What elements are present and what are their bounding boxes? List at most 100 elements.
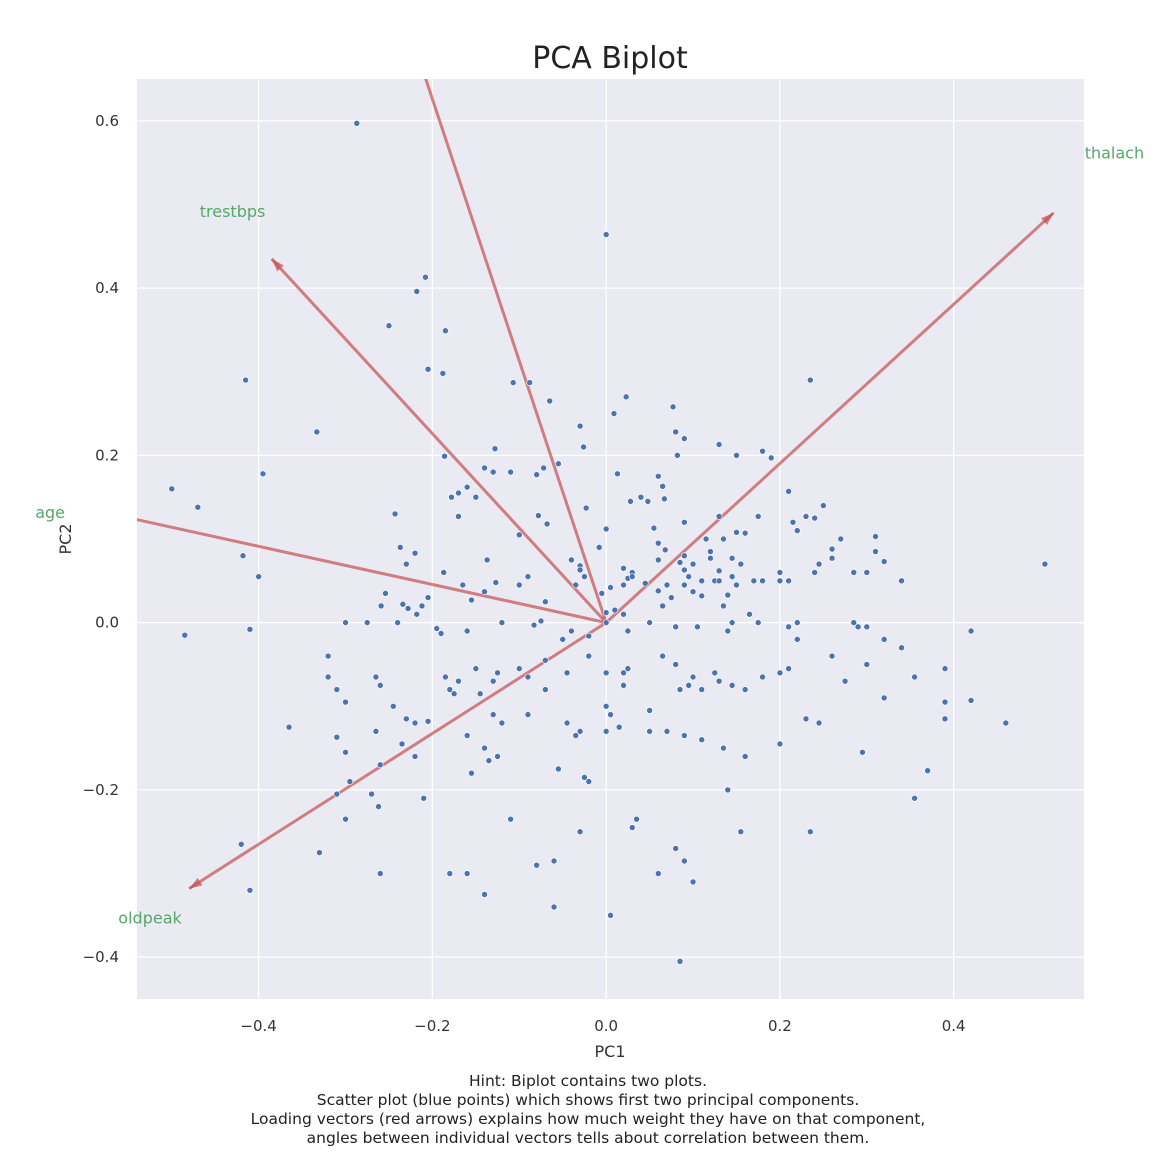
scatter-point [776, 669, 784, 677]
loading-vector-arrowhead [406, 20, 415, 34]
scatter-point [489, 711, 497, 718]
scatter-point [602, 702, 610, 710]
scatter-point [863, 623, 871, 631]
scatter-point [880, 636, 888, 643]
scatter-point [463, 732, 471, 739]
scatter-point [546, 397, 553, 405]
scatter-point [476, 690, 484, 698]
scatter-point [255, 573, 262, 580]
scatter-point [492, 579, 500, 586]
scatter-point [815, 560, 823, 568]
loading-vector-arrowhead [189, 877, 203, 889]
scatter-point [624, 665, 632, 672]
scatter-point [376, 870, 384, 877]
scatter-point [715, 677, 723, 685]
scatter-point [368, 790, 375, 798]
scatter-point [468, 596, 475, 604]
loading-vector-arrowhead [111, 512, 125, 521]
y-tick-label: −0.4 [83, 948, 119, 966]
scatter-point [168, 485, 176, 493]
scatter-point [610, 410, 618, 417]
scatter-point [342, 815, 349, 823]
scatter-point [515, 531, 523, 539]
scatter-point [880, 694, 888, 702]
scatter-point [509, 379, 517, 386]
scatter-point [585, 778, 593, 785]
scatter-point [863, 661, 871, 668]
scatter-point [741, 529, 749, 537]
scatter-point [720, 535, 727, 543]
scatter-point [372, 728, 380, 735]
scatter-point [681, 435, 688, 442]
scatter-point [1041, 560, 1049, 568]
scatter-point [681, 566, 688, 574]
scatter-point [535, 512, 542, 519]
scatter-point [246, 626, 254, 633]
scatter-point [582, 504, 590, 512]
scatter-point [633, 815, 640, 823]
scatter-point [376, 682, 384, 689]
scatter-point [555, 765, 562, 773]
x-tick-label: 0.0 [594, 1017, 618, 1035]
scatter-point [572, 581, 580, 589]
scatter-point [641, 580, 649, 587]
loading-vector-arrowhead [271, 258, 284, 272]
scatter-point [595, 544, 603, 551]
scatter-point [440, 569, 447, 576]
loading-vector [270, 257, 608, 624]
scatter-point [661, 495, 668, 503]
scatter-point [820, 502, 827, 509]
scatter-point [398, 740, 406, 748]
x-tick-label: −0.4 [240, 1017, 276, 1035]
scatter-point [563, 719, 571, 727]
vector-label-thalach: thalach [1085, 143, 1144, 162]
scatter-point [663, 728, 671, 735]
scatter-point [498, 719, 506, 727]
scatter-point [524, 573, 532, 580]
scatter-point [576, 728, 584, 735]
vector-label-age: age [35, 503, 65, 522]
scatter-point [622, 393, 630, 401]
scatter-point [550, 857, 558, 865]
scatter-point [967, 627, 975, 635]
scatter-point [715, 441, 723, 448]
scatter-point [620, 581, 627, 589]
scatter-point [581, 774, 588, 781]
scatter-point [246, 886, 254, 894]
scatter-point [880, 558, 888, 565]
scatter-point [411, 719, 419, 727]
scatter-point [628, 824, 636, 831]
scatter-point [715, 567, 723, 575]
scatter-point [711, 669, 719, 677]
scatter-point [759, 673, 766, 681]
hint-line: angles between individual vectors tells … [306, 1129, 870, 1147]
loading-vector [137, 518, 607, 625]
hint-line: Scatter plot (blue points) which shows f… [316, 1091, 860, 1109]
scatter-point [654, 587, 662, 595]
scatter-point [585, 632, 593, 640]
loading-vector [605, 211, 1055, 624]
scatter-point [689, 588, 697, 595]
scatter-point [481, 464, 488, 472]
scatter-point [872, 533, 879, 540]
y-tick-label: 0.6 [95, 112, 119, 130]
scatter-point [828, 554, 836, 562]
scatter-point [674, 452, 681, 459]
scatter-point [333, 686, 341, 693]
scatter-point [793, 636, 801, 643]
scatter-point [707, 554, 714, 562]
scatter-point [559, 636, 567, 643]
x-tick-label: −0.2 [414, 1017, 450, 1035]
scatter-point [515, 665, 523, 672]
scatter-point [602, 669, 610, 677]
scatter-point [404, 605, 412, 612]
scatter-point [543, 520, 551, 528]
scatter-point [785, 577, 792, 585]
scatter-point [455, 677, 462, 685]
scatter-point [391, 510, 399, 518]
scatter-point [324, 673, 332, 681]
scatter-point [468, 769, 475, 777]
scatter-point [455, 513, 462, 520]
scatter-point [733, 581, 740, 589]
